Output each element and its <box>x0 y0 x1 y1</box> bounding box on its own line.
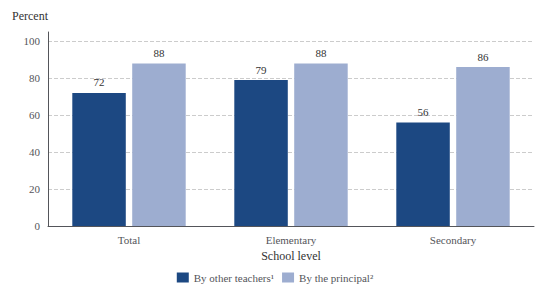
svg-text:56: 56 <box>418 106 430 118</box>
svg-text:School level: School level <box>261 249 321 263</box>
svg-text:Total: Total <box>118 234 140 246</box>
svg-text:By the principal²: By the principal² <box>299 272 374 284</box>
svg-text:By other teachers¹: By other teachers¹ <box>194 272 274 284</box>
svg-text:60: 60 <box>29 109 41 121</box>
svg-text:100: 100 <box>24 35 41 47</box>
svg-text:88: 88 <box>315 47 327 59</box>
svg-text:80: 80 <box>29 72 41 84</box>
svg-text:79: 79 <box>256 64 268 76</box>
svg-text:40: 40 <box>29 146 41 158</box>
svg-text:Percent: Percent <box>12 9 49 23</box>
svg-text:72: 72 <box>94 76 105 88</box>
svg-text:Elementary: Elementary <box>266 234 317 246</box>
svg-text:Secondary: Secondary <box>430 234 477 246</box>
svg-text:88: 88 <box>153 47 165 59</box>
svg-text:20: 20 <box>29 183 41 195</box>
svg-text:86: 86 <box>477 51 489 63</box>
svg-text:0: 0 <box>35 220 41 232</box>
